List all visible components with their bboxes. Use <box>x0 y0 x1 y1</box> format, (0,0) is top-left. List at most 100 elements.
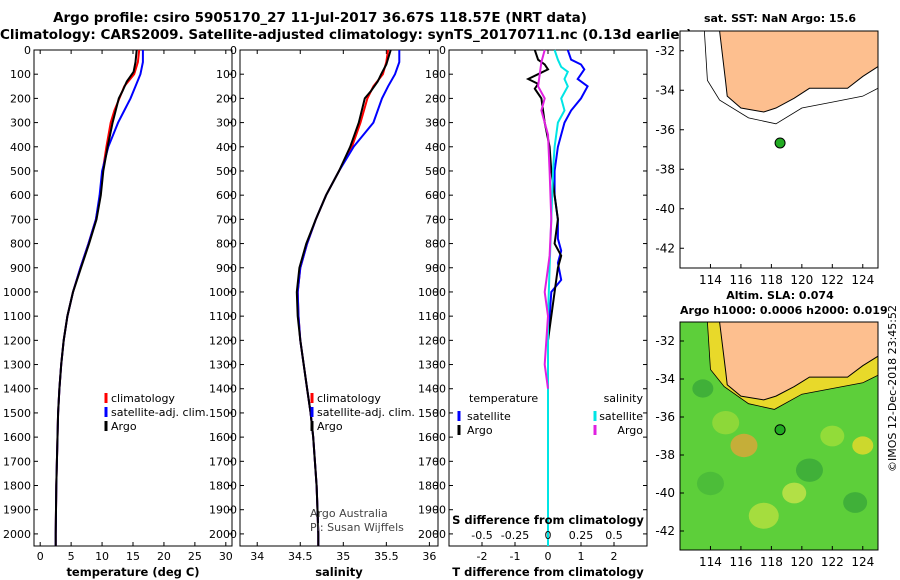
map_sst-ytick-label: -40 <box>655 202 675 216</box>
map_sla-anomaly-patch <box>795 458 823 482</box>
difference-ytick-label: 0 <box>439 44 446 57</box>
temperature-xtick-label: 25 <box>188 550 202 563</box>
difference-ytick-label: 1300 <box>418 359 446 372</box>
temperature-xtick-label: 5 <box>68 550 75 563</box>
salinity-ytick-label: 1300 <box>209 359 237 372</box>
map_sla-anomaly-patch <box>782 482 807 504</box>
temperature-xtick-label: 10 <box>95 550 109 563</box>
map-top-title: sat. SST: NaN Argo: 15.6 <box>703 12 857 25</box>
map-bottom-title-2: Argo h1000: 0.0006 h2000: 0.019 <box>680 304 888 317</box>
difference-legend-entry: satellite <box>467 410 511 423</box>
map_sst-frame <box>679 30 879 269</box>
salinity-ytick-label: 1500 <box>209 407 237 420</box>
map_sla-ytick-label: -40 <box>655 486 675 500</box>
temperature-ytick-label: 700 <box>10 213 31 226</box>
temperature-xlabel: temperature (deg C) <box>66 565 199 579</box>
salinity-ytick-label: 1600 <box>209 431 237 444</box>
difference-ytick-label: 1800 <box>418 480 446 493</box>
temperature-ytick-label: 1700 <box>3 455 31 468</box>
salinity-xtick-label: 35.5 <box>374 550 399 563</box>
map_sla-argo-float-marker <box>774 424 786 436</box>
map_sst-xtick-label: 124 <box>851 273 874 287</box>
difference-ytick-label: 700 <box>425 213 446 226</box>
salinity-xtick-label: 36 <box>422 550 436 563</box>
temperature-ytick-label: 1200 <box>3 334 31 347</box>
map_sst-xtick-label: 118 <box>760 273 783 287</box>
difference-xtick-label: -1 <box>510 550 521 563</box>
difference-xtick-label: 1 <box>578 550 585 563</box>
difference-ytick-label: 1600 <box>418 431 446 444</box>
temperature-xtick-label: 20 <box>157 550 171 563</box>
difference-series-0-line <box>547 49 589 546</box>
difference-ytick-label: 600 <box>425 189 446 202</box>
salinity-plot-frame <box>239 49 439 547</box>
temperature-xtick-label: 15 <box>126 550 140 563</box>
salinity-ytick-label: 200 <box>216 92 237 105</box>
map_sst-xtick-label: 114 <box>699 273 722 287</box>
map_sla-xtick-label: 124 <box>851 555 874 569</box>
temperature-ytick-label: 300 <box>10 117 31 130</box>
temperature-ytick-label: 200 <box>10 92 31 105</box>
map_sla-xtick-label: 118 <box>760 555 783 569</box>
difference-legend-entry: satellite <box>599 410 643 423</box>
salinity-xtick-label: 34.5 <box>288 550 313 563</box>
difference-legend-entry: Argo <box>467 424 493 437</box>
temperature-ytick-label: 100 <box>10 68 31 81</box>
difference-ytick-label: 1100 <box>418 310 446 323</box>
difference-ytick-label: 500 <box>425 165 446 178</box>
temperature-ytick-label: 1600 <box>3 431 31 444</box>
salinity-legend-entry: climatology <box>317 392 381 405</box>
difference-xtick-label: -2 <box>477 550 488 563</box>
temperature-ytick-label: 900 <box>10 262 31 275</box>
salinity-ytick-label: 1000 <box>209 286 237 299</box>
difference-xtick2-label: 0.5 <box>605 529 623 542</box>
difference-ytick-label: 200 <box>425 92 446 105</box>
salinity-series-2-line <box>295 49 392 546</box>
salinity-ytick-label: 1900 <box>209 504 237 517</box>
temperature-ytick-label: 1400 <box>3 383 31 396</box>
temperature-legend-entry: Argo <box>111 420 137 433</box>
difference-legend-entry: Argo <box>617 424 643 437</box>
difference-xlabel: T difference from climatology <box>452 565 644 579</box>
temperature-ytick-label: 1800 <box>3 480 31 493</box>
salinity-ytick-label: 900 <box>216 262 237 275</box>
salinity-ytick-label: 2000 <box>209 528 237 541</box>
map_sst-ytick-label: -32 <box>655 44 675 58</box>
difference-ytick-label: 1900 <box>418 504 446 517</box>
difference-series-3-line <box>537 49 553 389</box>
figure-title-line-1: Argo profile: csiro 5905170_27 11-Jul-20… <box>53 10 587 26</box>
map-bottom-title-1: Altim. SLA: 0.074 <box>726 289 834 302</box>
map_sla-land <box>719 321 879 401</box>
temperature-xtick-label: 30 <box>219 550 233 563</box>
difference-xtick-label: 0 <box>545 550 552 563</box>
difference-legend-sal-header: salinity <box>604 392 644 405</box>
map_sla-xtick-label: 116 <box>729 555 752 569</box>
difference-xtick2-label: -0.25 <box>501 529 529 542</box>
temperature-xtick-label: 0 <box>37 550 44 563</box>
difference-ytick-label: 1400 <box>418 383 446 396</box>
map_sla-anomaly-patch <box>712 411 740 435</box>
difference-ytick-label: 900 <box>425 262 446 275</box>
temperature-ytick-label: 600 <box>10 189 31 202</box>
map_sla-anomaly-patch <box>843 492 868 513</box>
map_sst-ytick-label: -36 <box>655 123 675 137</box>
temperature-ytick-label: 500 <box>10 165 31 178</box>
temperature-ytick-label: 1000 <box>3 286 31 299</box>
map_sst-xtick-label: 120 <box>790 273 813 287</box>
temperature-legend-entry: satellite-adj. clim. <box>111 406 209 419</box>
map_sla-frame <box>679 321 879 551</box>
credit-pi: PI: Susan Wijffels <box>310 521 404 534</box>
map_sla-xtick-label: 114 <box>699 555 722 569</box>
difference-xtick2-label: 0 <box>545 529 552 542</box>
temperature-ytick-label: 2000 <box>3 528 31 541</box>
difference-xtick2-label: 0.25 <box>569 529 594 542</box>
map_sst-xtick-label: 116 <box>729 273 752 287</box>
salinity-legend-entry: satellite-adj. clim. <box>317 406 415 419</box>
temperature-plot-frame <box>33 49 233 547</box>
salinity-ytick-label: 1200 <box>209 334 237 347</box>
map_sst-xtick-label: 122 <box>821 273 844 287</box>
salinity-ytick-label: 1400 <box>209 383 237 396</box>
difference-xtick-label: 2 <box>611 550 618 563</box>
temperature-series-2-line <box>54 49 138 546</box>
